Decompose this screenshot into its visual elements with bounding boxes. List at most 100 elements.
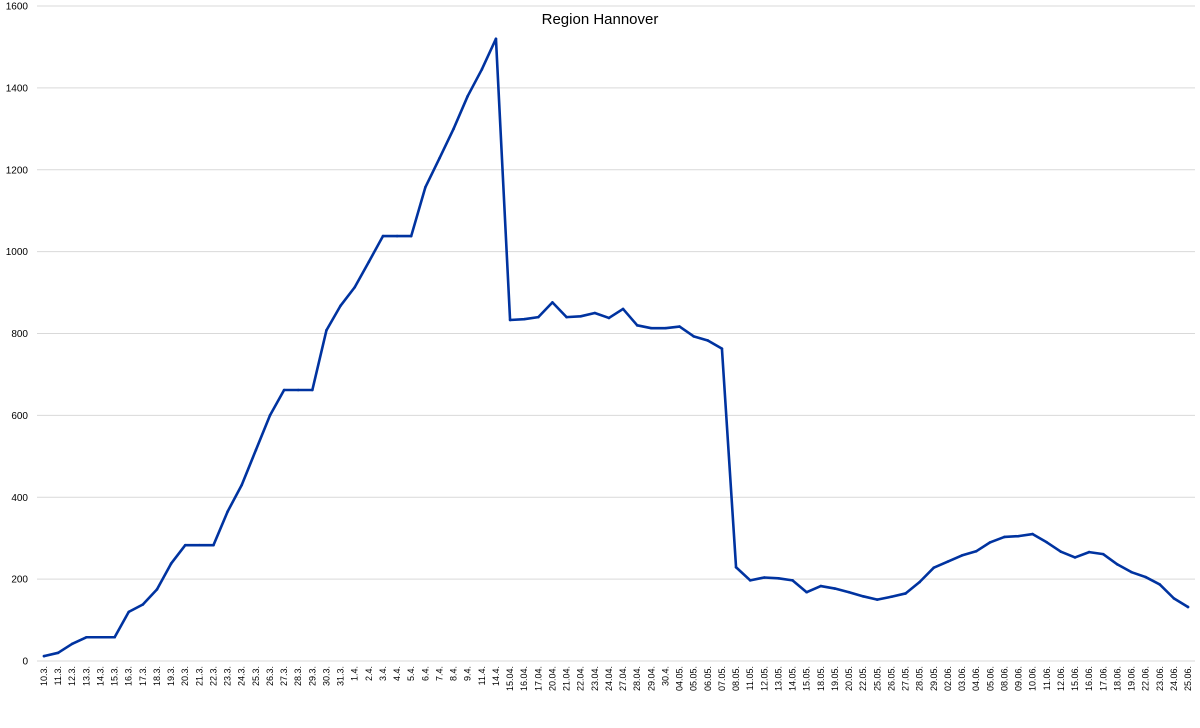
data-point: [988, 540, 992, 544]
data-point: [720, 347, 724, 350]
x-tick-label: 05.06.: [985, 666, 995, 691]
x-tick-label: 16.3.: [124, 666, 134, 686]
data-point: [847, 590, 851, 594]
x-tick-label: 12.05.: [759, 666, 769, 691]
x-tick-label: 10.3.: [39, 666, 49, 686]
x-tick-label: 22.3.: [208, 666, 218, 686]
data-point: [155, 588, 159, 591]
data-point: [875, 598, 879, 601]
y-tick-label: 600: [11, 411, 28, 422]
data-point: [56, 651, 60, 655]
x-tick-label: 2.4.: [364, 666, 374, 681]
data-point: [904, 592, 907, 595]
x-tick-label: 14.05.: [788, 666, 798, 691]
data-point: [678, 325, 681, 328]
data-point: [890, 595, 893, 599]
data-point: [946, 560, 950, 563]
x-tick-label: 11.05.: [745, 666, 755, 690]
x-tick-label: 27.3.: [279, 666, 289, 686]
x-tick-label: 24.3.: [237, 666, 247, 686]
y-axis-tick-labels: 0 200 400 600 800 1000 1200 1400 1600: [6, 2, 29, 668]
x-tick-label: 4.4.: [392, 666, 402, 681]
series-line: [42, 37, 1190, 658]
data-point: [692, 335, 695, 338]
x-tick-label: 25.06.: [1183, 666, 1193, 691]
data-point: [311, 388, 314, 392]
data-point: [198, 543, 201, 547]
x-tick-label: 16.04.: [519, 666, 529, 691]
data-point: [282, 388, 286, 392]
x-tick-label: 02.06.: [943, 666, 953, 691]
data-point: [522, 317, 526, 321]
x-tick-label: 08.06.: [999, 666, 1009, 691]
x-tick-label: 15.06.: [1070, 666, 1080, 691]
data-point: [734, 565, 738, 569]
y-tick-label: 1600: [6, 2, 29, 13]
x-tick-label: 15.3.: [110, 666, 120, 686]
data-point: [113, 635, 116, 639]
data-point: [367, 260, 371, 264]
x-tick-label: 27.05.: [901, 666, 911, 691]
x-tick-label: 21.3.: [194, 666, 204, 686]
x-tick-label: 04.05.: [675, 666, 685, 691]
x-tick-label: 21.04.: [562, 666, 572, 691]
data-point: [805, 590, 808, 594]
x-tick-label: 25.3.: [251, 666, 261, 686]
x-tick-label: 20.3.: [180, 666, 190, 686]
data-point: [226, 510, 229, 513]
y-tick-label: 400: [11, 493, 28, 504]
data-point: [593, 311, 597, 315]
data-point: [381, 234, 385, 238]
x-tick-label: 30.3.: [321, 666, 331, 686]
x-tick-label: 17.06.: [1098, 666, 1108, 691]
data-point: [141, 603, 145, 606]
data-point: [762, 576, 766, 579]
data-point: [932, 566, 936, 569]
data-point: [918, 580, 921, 584]
x-tick-label: 23.06.: [1155, 666, 1165, 691]
x-tick-label: 12.06.: [1056, 666, 1066, 691]
gridlines: [37, 5, 1195, 662]
data-point: [621, 307, 625, 311]
x-tick-label: 27.04.: [618, 666, 628, 691]
data-point: [565, 315, 568, 319]
x-tick-label: 24.04.: [604, 666, 614, 691]
x-tick-label: 1.4.: [350, 666, 360, 681]
chart-title: Region Hannover: [542, 11, 659, 28]
x-axis-tick-labels: 10.3. 11.3. 12.3. 13.3. 14.3. 15.3. 16.3. 17.3.…: [39, 666, 1193, 691]
data-point: [650, 326, 653, 330]
x-tick-label: 29.04.: [646, 666, 656, 691]
data-point: [635, 324, 639, 327]
data-point: [1031, 532, 1034, 536]
y-tick-label: 0: [22, 657, 28, 668]
x-tick-label: 13.3.: [81, 666, 91, 686]
x-tick-label: 5.4.: [406, 666, 416, 681]
data-point: [607, 316, 611, 320]
data-point: [325, 328, 328, 332]
data-point: [85, 635, 88, 639]
data-point: [99, 635, 102, 639]
data-point: [424, 186, 427, 189]
x-tick-label: 10.06.: [1028, 666, 1038, 691]
y-tick-label: 200: [11, 575, 28, 586]
x-tick-label: 09.06.: [1014, 666, 1024, 691]
data-point: [42, 654, 46, 658]
x-tick-label: 25.05.: [872, 666, 882, 691]
data-point: [777, 577, 780, 580]
x-tick-label: 23.3.: [223, 666, 233, 686]
x-tick-label: 18.05.: [816, 666, 826, 691]
x-tick-label: 29.05.: [929, 666, 939, 691]
x-tick-label: 18.3.: [152, 666, 162, 686]
data-point: [748, 579, 752, 582]
data-point: [339, 304, 342, 307]
data-point: [706, 339, 710, 342]
data-point: [1101, 552, 1105, 556]
data-point: [1172, 597, 1176, 600]
x-tick-label: 15.05.: [802, 666, 812, 691]
x-tick-label: 22.05.: [858, 666, 868, 691]
data-point: [438, 156, 441, 160]
x-tick-label: 14.4.: [491, 666, 501, 686]
data-point: [296, 388, 300, 392]
x-tick-label: 6.4.: [420, 666, 430, 681]
